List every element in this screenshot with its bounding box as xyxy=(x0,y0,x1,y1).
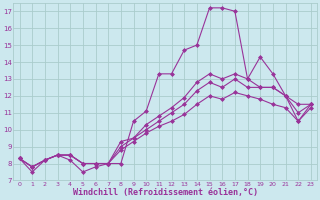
X-axis label: Windchill (Refroidissement éolien,°C): Windchill (Refroidissement éolien,°C) xyxy=(73,188,258,197)
